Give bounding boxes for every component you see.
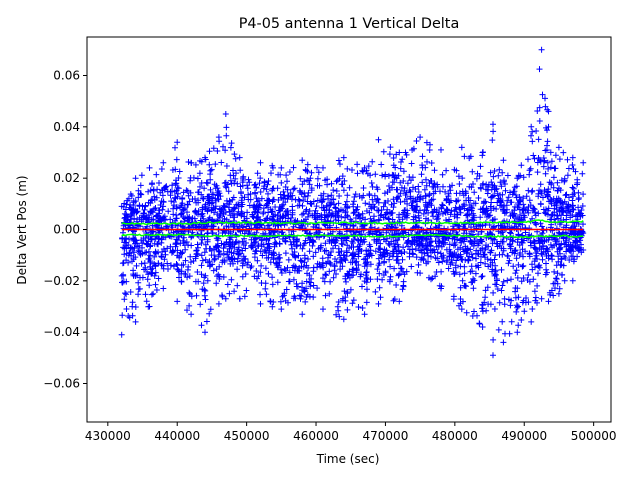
y-tick-label: −0.04 [43,325,80,339]
y-tick-label: 0.00 [53,223,80,237]
x-axis-label: Time (sec) [316,452,380,466]
y-axis-label: Delta Vert Pos (m) [15,175,29,284]
x-tick-label: 470000 [363,429,409,443]
y-tick-label: −0.06 [43,377,80,391]
series-line-upper-bound [121,219,584,226]
plot-area [118,46,587,359]
x-axis: 430000 440000 450000 460000 470000 480000 4900… [85,422,617,443]
y-tick-label: 0.04 [53,120,80,134]
x-tick-label: 480000 [432,429,478,443]
y-tick-label: −0.02 [43,274,80,288]
y-axis: −0.06 −0.04 −0.02 0.00 0.02 0.04 0.06 [43,69,87,391]
x-tick-label: 430000 [85,429,131,443]
x-tick-label: 440000 [154,429,200,443]
x-tick-label: 450000 [224,429,270,443]
chart-title: P4-05 antenna 1 Vertical Delta [239,16,460,32]
x-tick-label: 460000 [293,429,339,443]
plot-frame [86,36,612,423]
x-tick-label: 500000 [571,429,617,443]
y-tick-label: 0.06 [53,69,80,83]
series-line-lower-bound [121,233,584,239]
x-tick-label: 490000 [501,429,547,443]
y-tick-label: 0.02 [53,171,80,185]
